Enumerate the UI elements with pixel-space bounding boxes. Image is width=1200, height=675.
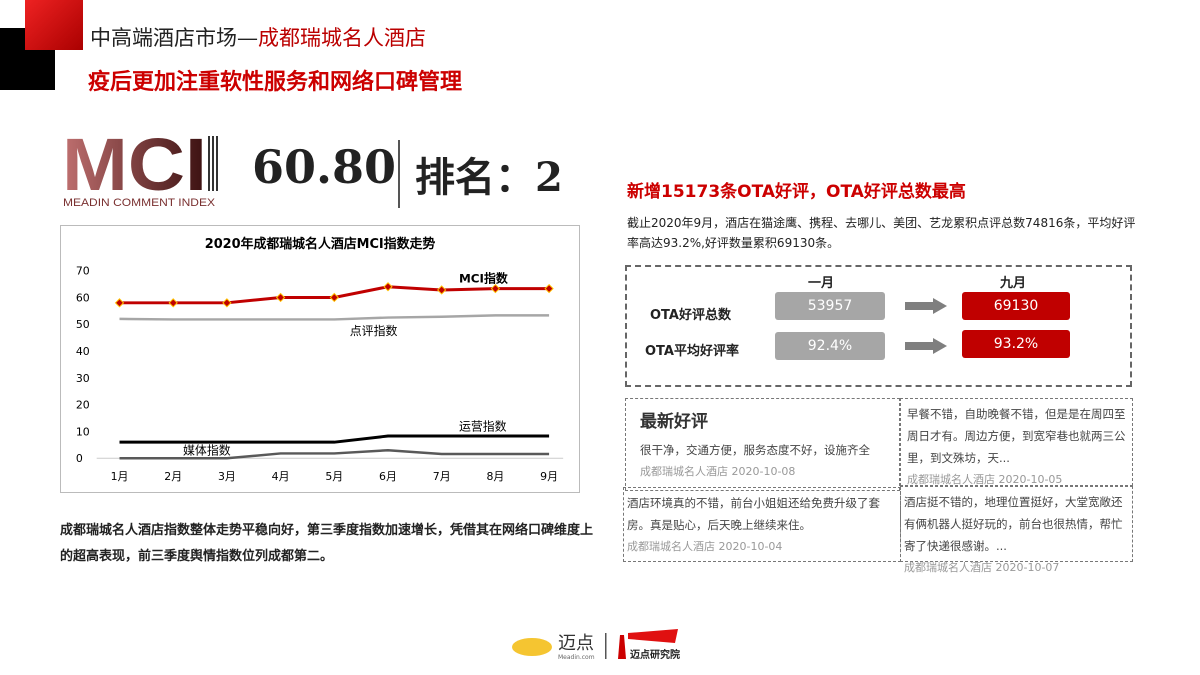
y-tick-label: 20 — [76, 399, 90, 412]
review-card: 酒店环境真的不错，前台小姐姐还给免费升级了套房。真是贴心，后天晚上继续来住。 成… — [623, 487, 901, 562]
col-header-jan: 一月 — [808, 276, 835, 291]
title-prefix: 中高端酒店市场— — [90, 26, 258, 50]
data-point — [222, 298, 232, 308]
review-text: 酒店环境真的不错，前台小姐姐还给免费升级了套房。真是贴心，后天晚上继续来住。 — [627, 496, 880, 532]
data-point — [544, 283, 554, 294]
title-hotel: 成都瑞城名人酒店 — [258, 26, 426, 50]
arrow-right-icon — [905, 338, 947, 354]
review-card: 酒店挺不错的，地理位置挺好，大堂宽敞还有俩机器人挺好玩的，前台也很热情，帮忙寄了… — [900, 486, 1133, 574]
meadin-eye-logo — [512, 638, 552, 656]
y-tick-label: 40 — [76, 345, 90, 358]
ota-comparison-box — [625, 265, 1132, 387]
page-subtitle: 疫后更加注重软性服务和网络口碑管理 — [88, 70, 463, 95]
x-tick-label: 4月 — [272, 470, 290, 483]
data-point — [275, 292, 286, 303]
x-tick-label: 5月 — [325, 470, 343, 483]
arrow-right-icon — [905, 298, 947, 314]
ota-sep-value: 69130 — [962, 292, 1070, 320]
y-tick-label: 10 — [76, 425, 90, 438]
tower-icon — [618, 635, 626, 659]
data-point — [437, 285, 447, 295]
y-tick-label: 60 — [76, 291, 90, 304]
series-label: 点评指数 — [350, 324, 398, 338]
x-tick-label: 3月 — [218, 470, 236, 483]
mci-score: 60.80 — [252, 140, 397, 194]
x-tick-label: 7月 — [433, 470, 451, 483]
y-tick-label: 50 — [76, 318, 90, 331]
y-tick-label: 70 — [76, 265, 90, 278]
review-text: 很干净，交通方便，服务态度不好，设施齐全 — [640, 443, 870, 457]
series-line-2 — [119, 434, 550, 444]
meadin-brand: 迈点 — [558, 633, 594, 654]
series-label: 运营指数 — [459, 419, 507, 433]
x-tick-label: 8月 — [486, 470, 504, 483]
research-brand: 迈点研究院 — [630, 648, 680, 661]
ota-sep-value: 93.2% — [962, 330, 1070, 358]
ota-jan-value: 92.4% — [775, 332, 885, 360]
review-meta: 成都瑞城名人酒店 2020-10-05 — [907, 473, 1063, 486]
ota-jan-value: 53957 — [775, 292, 885, 320]
series-label: 媒体指数 — [183, 443, 231, 457]
review-card: 早餐不错，自助晚餐不错，但是是在周四至周日才有。周边方便，到宽窄巷也就两三公里，… — [900, 398, 1133, 486]
footer-logos: 迈点 Meadin.com 迈点研究院 — [512, 629, 680, 661]
x-tick-label: 6月 — [379, 470, 397, 483]
data-point — [329, 292, 339, 303]
series-label: MCI指数 — [459, 272, 509, 286]
page-title: 中高端酒店市场—成都瑞城名人酒店 — [90, 22, 426, 52]
data-point — [168, 298, 178, 308]
flag-icon — [628, 629, 678, 643]
data-point — [383, 282, 393, 292]
data-point — [490, 283, 501, 294]
review-card: 最新好评 很干净，交通方便，服务态度不好，设施齐全 成都瑞城名人酒店 2020-… — [625, 398, 900, 491]
ota-headline: 新增15173条OTA好评，OTA好评总数最高 — [627, 182, 966, 202]
review-meta: 成都瑞城名人酒店 2020-10-04 — [627, 540, 783, 553]
x-tick-label: 1月 — [111, 470, 129, 483]
chart-title: 2020年成都瑞城名人酒店MCI指数走势 — [205, 236, 436, 252]
y-tick-label: 30 — [76, 372, 90, 385]
svg-text:MCI: MCI — [62, 130, 207, 206]
x-tick-label: 2月 — [164, 470, 182, 483]
review-meta: 成都瑞城名人酒店 2020-10-07 — [904, 561, 1060, 574]
x-tick-label: 9月 — [540, 470, 558, 483]
decor-red-square — [25, 0, 83, 50]
ota-description: 截止2020年9月，酒店在猫途鹰、携程、去哪儿、美团、艺龙累积点评总数74816… — [627, 216, 1136, 250]
data-point — [114, 298, 125, 308]
col-header-sep: 九月 — [1000, 276, 1027, 291]
svg-text:MEADIN COMMENT INDEX: MEADIN COMMENT INDEX — [63, 197, 216, 208]
review-text: 酒店挺不错的，地理位置挺好，大堂宽敞还有俩机器人挺好玩的，前台也很热情，帮忙寄了… — [904, 495, 1123, 553]
reviews-title: 最新好评 — [640, 412, 708, 432]
mci-trend-chart: 2020年成都瑞城名人酒店MCI指数走势 0 10 20 30 40 50 60 70 1月 2月… — [60, 225, 580, 493]
review-text: 早餐不错，自助晚餐不错，但是是在周四至周日才有。周边方便，到宽窄巷也就两三公里，… — [907, 407, 1126, 465]
summary-text: 成都瑞城名人酒店指数整体走势平稳向好，第三季度指数加速增长，凭借其在网络口碑维度… — [60, 523, 594, 564]
mci-logo: MCI MEADIN COMMENT INDEX — [62, 130, 218, 208]
series-line-3 — [119, 448, 550, 460]
meadin-url: Meadin.com — [558, 654, 595, 661]
mci-rank: 排名：2 — [415, 154, 563, 201]
divider — [398, 140, 400, 208]
ota-row-label: OTA好评总数 — [650, 308, 731, 323]
series-line-1 — [119, 314, 550, 321]
y-tick-label: 0 — [76, 452, 83, 465]
review-meta: 成都瑞城名人酒店 2020-10-08 — [640, 465, 796, 478]
ota-row-label: OTA平均好评率 — [645, 344, 739, 359]
